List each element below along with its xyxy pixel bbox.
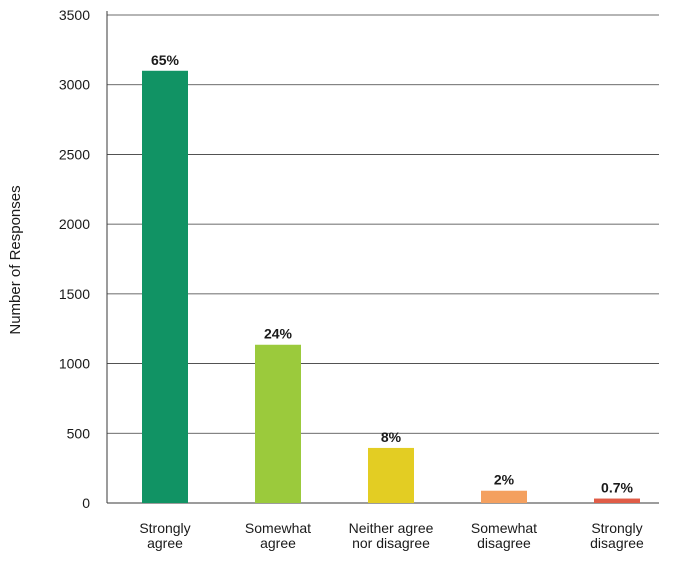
x-category-label-line: disagree [477, 535, 531, 551]
data-labels: 65% 24% 8% 2% 0.7% [151, 52, 634, 496]
x-category-label-line: Somewhat [471, 520, 537, 536]
bars [142, 70, 640, 504]
x-category-label-line: agree [147, 535, 183, 551]
x-category-label-line: nor disagree [352, 535, 430, 551]
x-category-label-line: agree [260, 535, 296, 551]
y-tick-label: 0 [82, 495, 90, 511]
bar [594, 498, 640, 503]
x-category-label: Strongly disagree [590, 520, 644, 551]
y-tick-label: 2500 [59, 146, 90, 162]
x-category-label: Somewhat agree [245, 520, 311, 551]
y-tick-labels: 0 500 1000 1500 2000 2500 3000 3500 [59, 7, 90, 511]
gridlines [107, 14, 659, 434]
x-category-label-line: Somewhat [245, 520, 311, 536]
data-label: 65% [151, 52, 180, 68]
y-tick-label: 500 [67, 425, 91, 441]
bar [255, 344, 301, 503]
bar [368, 447, 414, 503]
data-label: 8% [381, 429, 402, 445]
y-tick-label: 1500 [59, 286, 90, 302]
x-category-label-line: Strongly [139, 520, 190, 536]
x-category-label-line: disagree [590, 535, 644, 551]
bar [142, 70, 188, 504]
data-label: 24% [264, 326, 293, 342]
x-category-label: Somewhat disagree [471, 520, 537, 551]
x-category-label: Neither agree nor disagree [349, 520, 434, 551]
x-category-label: Strongly agree [139, 520, 190, 551]
x-category-label-line: Strongly [591, 520, 642, 536]
bar [481, 490, 527, 503]
x-category-label-line: Neither agree [349, 520, 434, 536]
y-tick-label: 2000 [59, 216, 90, 232]
y-axis-label: Number of Responses [7, 185, 24, 334]
y-tick-label: 1000 [59, 356, 90, 372]
data-label: 0.7% [601, 480, 633, 496]
data-label: 2% [494, 472, 515, 488]
y-tick-label: 3500 [59, 7, 90, 23]
y-tick-label: 3000 [59, 77, 90, 93]
